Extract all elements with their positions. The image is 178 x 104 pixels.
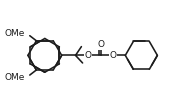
Text: O: O	[109, 51, 116, 60]
Text: O: O	[84, 51, 91, 60]
Text: O: O	[97, 40, 104, 49]
Text: OMe: OMe	[5, 73, 25, 82]
Text: OMe: OMe	[5, 29, 25, 38]
